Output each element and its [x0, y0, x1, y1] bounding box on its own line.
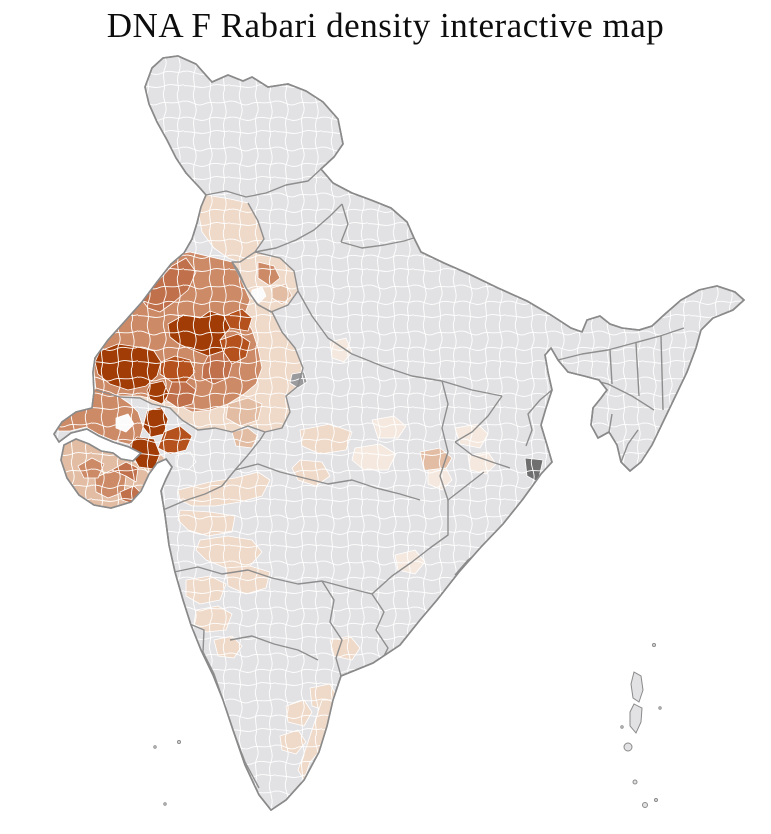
coastal-islet[interactable]	[620, 725, 624, 729]
nicobar-islands[interactable]	[632, 779, 638, 785]
andaman-islands[interactable]	[652, 643, 656, 647]
andaman-islands[interactable]	[630, 671, 644, 703]
lakshadweep-islands[interactable]	[177, 740, 181, 744]
nicobar-islands[interactable]	[642, 802, 648, 808]
district-mesh-overlay	[54, 56, 744, 810]
islands	[153, 643, 662, 808]
andaman-islands[interactable]	[623, 742, 633, 752]
lakshadweep-islands[interactable]	[163, 802, 167, 806]
nicobar-islands[interactable]	[654, 798, 658, 802]
lakshadweep-islands[interactable]	[153, 745, 157, 749]
page-title: DNA F Rabari density interactive map	[106, 6, 665, 45]
andaman-islands[interactable]	[629, 703, 643, 734]
coastal-islet[interactable]	[658, 706, 662, 710]
